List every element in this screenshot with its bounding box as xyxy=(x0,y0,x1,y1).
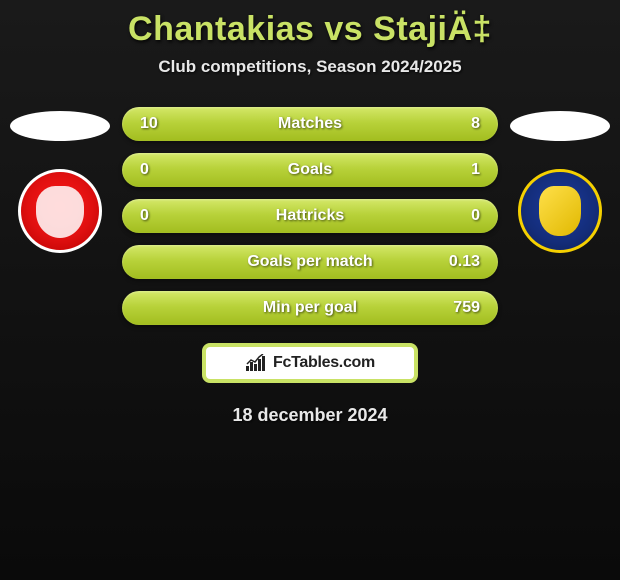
stat-row-hattricks: 0 Hattricks 0 xyxy=(122,199,498,233)
main-row: 10 Matches 8 0 Goals 1 0 Hattricks 0 Goa… xyxy=(0,107,620,325)
left-player-col xyxy=(8,107,112,253)
stat-right-value: 0.13 xyxy=(440,253,480,271)
chart-icon xyxy=(245,354,267,372)
stat-left-value: 10 xyxy=(140,115,180,133)
brand-badge[interactable]: FcTables.com xyxy=(202,343,418,383)
stat-row-goals: 0 Goals 1 xyxy=(122,153,498,187)
stat-label: Hattricks xyxy=(276,207,344,225)
right-team-logo xyxy=(518,169,602,253)
right-player-ellipse xyxy=(510,111,610,141)
stat-left-value: 0 xyxy=(140,161,180,179)
stat-label: Goals xyxy=(288,161,332,179)
left-player-ellipse xyxy=(10,111,110,141)
page-title: Chantakias vs StajiÄ‡ xyxy=(0,10,620,49)
subtitle: Club competitions, Season 2024/2025 xyxy=(0,57,620,77)
infographic-container: Chantakias vs StajiÄ‡ Club competitions,… xyxy=(0,0,620,426)
date-label: 18 december 2024 xyxy=(0,405,620,426)
stats-column: 10 Matches 8 0 Goals 1 0 Hattricks 0 Goa… xyxy=(122,107,498,325)
stat-row-matches: 10 Matches 8 xyxy=(122,107,498,141)
stat-label: Goals per match xyxy=(247,253,372,271)
stat-right-value: 0 xyxy=(440,207,480,225)
right-player-col xyxy=(508,107,612,253)
stat-row-min-per-goal: Min per goal 759 xyxy=(122,291,498,325)
stat-row-goals-per-match: Goals per match 0.13 xyxy=(122,245,498,279)
stat-right-value: 1 xyxy=(440,161,480,179)
left-team-logo xyxy=(18,169,102,253)
stat-left-value: 0 xyxy=(140,207,180,225)
brand-text: FcTables.com xyxy=(273,354,375,372)
stat-label: Matches xyxy=(278,115,342,133)
stat-label: Min per goal xyxy=(263,299,357,317)
stat-right-value: 759 xyxy=(440,299,480,317)
stat-right-value: 8 xyxy=(440,115,480,133)
